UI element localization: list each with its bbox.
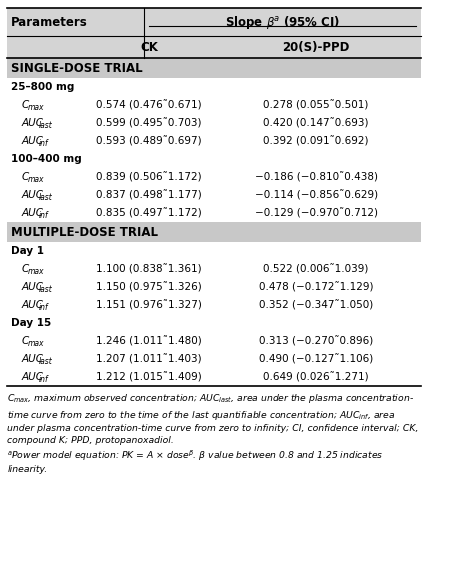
Text: Day 15: Day 15 [11,318,51,328]
Bar [7,350,421,368]
Text: 1.100 (0.838˜1.361): 1.100 (0.838˜1.361) [96,264,202,274]
Text: 100–400 mg: 100–400 mg [11,154,82,164]
Text: 0.599 (0.495˜0.703): 0.599 (0.495˜0.703) [96,118,202,128]
Text: inf: inf [39,375,48,383]
Text: max: max [28,174,45,184]
Bar [7,332,421,350]
Text: 0.490 (−0.127˜1.106): 0.490 (−0.127˜1.106) [259,354,373,364]
Text: AUC: AUC [22,118,44,128]
Text: max: max [28,103,45,112]
Text: AUC: AUC [22,300,44,310]
Text: −0.114 (−0.856˜0.629): −0.114 (−0.856˜0.629) [255,190,378,200]
Text: 0.593 (0.489˜0.697): 0.593 (0.489˜0.697) [96,136,202,146]
Bar [7,204,421,222]
Bar [7,314,421,332]
Bar [7,186,421,204]
Text: last: last [39,285,53,294]
Bar [7,58,421,78]
Text: C: C [22,264,29,274]
Bar [7,150,421,168]
Text: C: C [22,172,29,182]
Text: 0.420 (0.147˜0.693): 0.420 (0.147˜0.693) [264,118,369,128]
Bar [7,168,421,186]
Text: 1.207 (1.011˜1.403): 1.207 (1.011˜1.403) [96,354,202,364]
Text: Day 1: Day 1 [11,246,44,256]
Text: 20(S)-PPD: 20(S)-PPD [283,41,350,53]
Bar [7,368,421,386]
Text: 0.835 (0.497˜1.172): 0.835 (0.497˜1.172) [96,208,202,218]
Text: −0.186 (−0.810˜0.438): −0.186 (−0.810˜0.438) [255,172,378,182]
Text: 0.649 (0.026˜1.271): 0.649 (0.026˜1.271) [263,372,369,382]
Bar [7,132,421,150]
Text: 1.246 (1.011˜1.480): 1.246 (1.011˜1.480) [96,336,202,346]
Text: C: C [22,100,29,110]
Text: $C_{max}$, maximum observed concentration; $\mathit{AUC}_{last}$, area under the: $C_{max}$, maximum observed concentratio… [7,392,419,445]
Bar [7,8,421,36]
Text: 0.278 (0.055˜0.501): 0.278 (0.055˜0.501) [264,100,369,110]
Text: last: last [39,356,53,366]
Text: 0.837 (0.498˜1.177): 0.837 (0.498˜1.177) [96,190,202,200]
Text: AUC: AUC [22,190,44,200]
Text: last: last [39,193,53,201]
Text: AUC: AUC [22,372,44,382]
Text: inf: inf [39,211,48,220]
Bar [7,278,421,296]
Text: 1.151 (0.976˜1.327): 1.151 (0.976˜1.327) [96,300,202,310]
Bar [7,36,421,58]
Text: CK: CK [140,41,158,53]
Text: max: max [28,339,45,348]
Text: C: C [22,336,29,346]
Text: 1.150 (0.975˜1.326): 1.150 (0.975˜1.326) [96,282,202,292]
Text: 1.212 (1.015˜1.409): 1.212 (1.015˜1.409) [96,372,202,382]
Text: 0.392 (0.091˜0.692): 0.392 (0.091˜0.692) [264,136,369,146]
Bar [7,296,421,314]
Bar [7,78,421,96]
Text: inf: inf [39,302,48,312]
Text: 0.522 (0.006˜1.039): 0.522 (0.006˜1.039) [264,264,369,274]
Text: 0.352 (−0.347˜1.050): 0.352 (−0.347˜1.050) [259,300,373,310]
Text: AUC: AUC [22,282,44,292]
Text: Slope $\beta$$^a$ (95% CI): Slope $\beta$$^a$ (95% CI) [225,14,340,31]
Bar [7,96,421,114]
Text: $^a$Power model equation: PK = A × dose$^{\beta}$. $\beta$ value between 0.8 and: $^a$Power model equation: PK = A × dose$… [7,448,384,474]
Text: AUC: AUC [22,136,44,146]
Bar [7,260,421,278]
Text: 0.478 (−0.172˜1.129): 0.478 (−0.172˜1.129) [259,282,374,292]
Text: MULTIPLE-DOSE TRIAL: MULTIPLE-DOSE TRIAL [11,225,158,238]
Text: AUC: AUC [22,354,44,364]
Bar [7,222,421,242]
Text: SINGLE-DOSE TRIAL: SINGLE-DOSE TRIAL [11,62,143,75]
Text: 0.313 (−0.270˜0.896): 0.313 (−0.270˜0.896) [259,336,373,346]
Text: last: last [39,120,53,130]
Text: 0.574 (0.476˜0.671): 0.574 (0.476˜0.671) [96,100,202,110]
Text: 0.839 (0.506˜1.172): 0.839 (0.506˜1.172) [96,172,202,182]
Bar [7,242,421,260]
Bar [7,114,421,132]
Text: Parameters: Parameters [11,15,88,29]
Text: AUC: AUC [22,208,44,218]
Text: inf: inf [39,139,48,147]
Text: −0.129 (−0.970˜0.712): −0.129 (−0.970˜0.712) [255,208,378,218]
Text: 25–800 mg: 25–800 mg [11,82,74,92]
Text: max: max [28,266,45,275]
